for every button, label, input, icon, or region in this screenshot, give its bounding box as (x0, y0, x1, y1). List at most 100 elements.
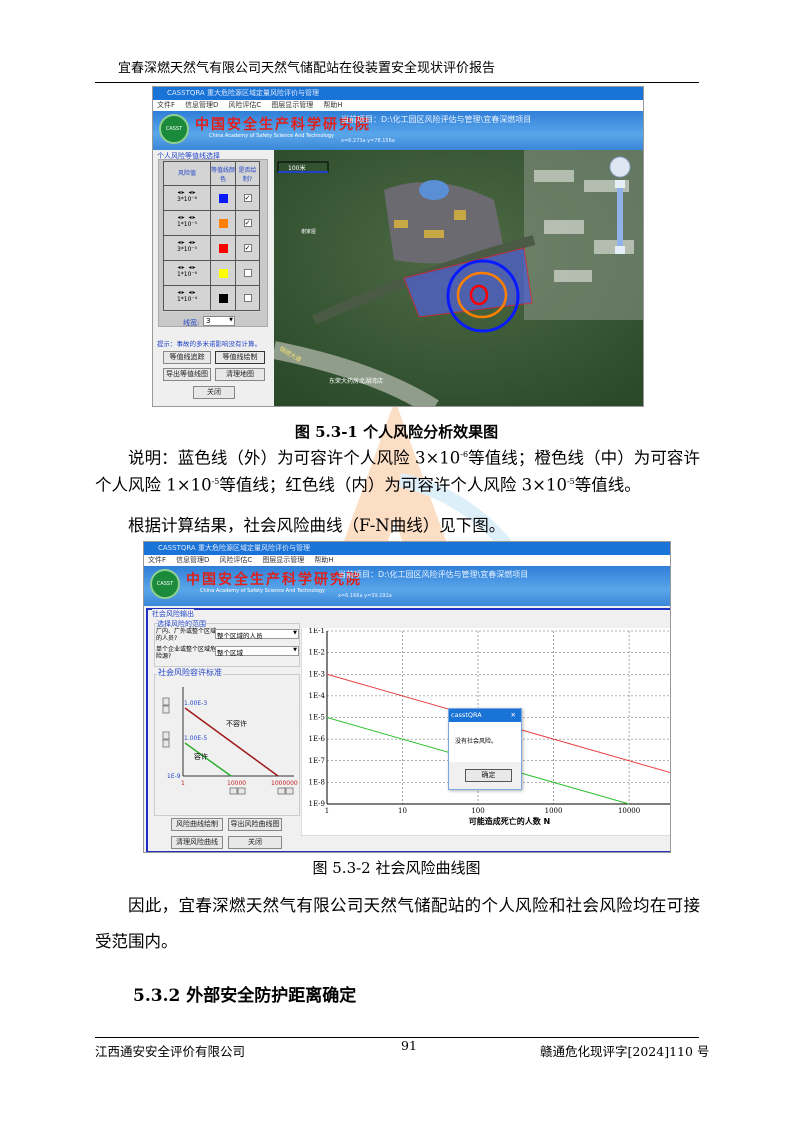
page-number: 91 (401, 1038, 417, 1053)
draw-checkbox[interactable]: ✓ (243, 219, 252, 227)
draw-cell (235, 285, 260, 311)
close-button[interactable]: 关闭 (193, 386, 235, 399)
color-swatch[interactable] (218, 294, 228, 303)
menu-risk[interactable]: 风险评估C (219, 556, 253, 564)
color-swatch[interactable] (218, 194, 228, 203)
map-label: 东荣大药房北湖湾店 (329, 377, 383, 385)
export-contour-button[interactable]: 导出等值线图 (163, 368, 211, 381)
casst-logo: CASST (150, 569, 180, 599)
zoom-in-icon[interactable] (615, 180, 625, 188)
risk-value-cell: ◂▸ ◂▸ 1*10⁻⁴ (163, 285, 211, 311)
y-tick-label: 1E-7 (308, 757, 325, 765)
tolerance-title: 社会风险容许标准 (157, 668, 223, 678)
menu-layers[interactable]: 图层显示管理 (262, 556, 305, 564)
figure1-caption: 图 5.3-1 个人风险分析效果图 (294, 423, 499, 441)
q1-label: 厂内、厂外或整个区域的人员? (156, 628, 217, 642)
risk-value: 3*10⁻⁶ (176, 196, 198, 203)
col-draw: 是否绘制? (235, 161, 260, 186)
y-tick-label: 1E-8 (308, 778, 325, 786)
q1-select[interactable]: 整个区域的人员 ▼ (215, 629, 299, 640)
section-heading: 5.3.2 外部安全防护距离确定 (133, 986, 357, 1006)
color-cell[interactable] (210, 260, 236, 286)
y-tick-label: 1E-3 (308, 670, 325, 678)
svg-text:1E-9: 1E-9 (167, 773, 181, 780)
linewidth-label: 线宽: (183, 319, 200, 327)
menu-file[interactable]: 文件F (148, 556, 167, 564)
color-cell[interactable] (210, 285, 236, 311)
menu-info[interactable]: 信息管理D (185, 101, 219, 109)
spin-up (162, 697, 170, 706)
spin-buttons[interactable]: ◂▸ ◂▸ (177, 239, 197, 246)
zoom-out-icon[interactable] (615, 246, 625, 254)
color-cell[interactable] (210, 185, 236, 211)
x-tick-label: 100 (471, 807, 484, 815)
color-swatch[interactable] (218, 244, 228, 253)
draw-cell (235, 260, 260, 286)
color-cell[interactable] (210, 210, 236, 236)
map-pan-control[interactable] (609, 156, 631, 178)
draw-checkbox[interactable]: ✓ (243, 244, 252, 252)
spin-buttons[interactable]: ◂▸ ◂▸ (177, 189, 197, 196)
map-zoom-slider[interactable] (617, 180, 623, 250)
x-tick-label: 1 (325, 807, 329, 815)
linewidth-select[interactable]: 3 ▼ (203, 316, 235, 326)
menu-help[interactable]: 帮助H (323, 101, 343, 109)
menu-bar: 文件F 信息管理D 风险评估C 图层显示管理 帮助H (144, 555, 670, 566)
chevron-down-icon: ▼ (293, 630, 297, 636)
q2-select[interactable]: 整个区域 ▼ (215, 646, 299, 657)
coordinates: x=6.166a y=39.192a (338, 593, 392, 599)
color-cell[interactable] (210, 235, 236, 261)
current-project: 当前项目：D:\化工园区风险评估与管理\宜春深燃项目 (341, 115, 532, 124)
fn-intro-paragraph: 根据计算结果，社会风险曲线（F-N曲线）见下图。 (128, 516, 506, 535)
clear-map-button[interactable]: 清理地图 (215, 368, 265, 381)
running-header: 宜春深燃天然气有限公司天然气储配站在役装置安全现状评价报告 (118, 61, 496, 76)
export-curve-button[interactable]: 导出风险曲线图 (228, 818, 282, 831)
org-name: 中国安全生产科学研究院 (195, 117, 371, 133)
menu-file[interactable]: 文件F (157, 101, 176, 109)
y-tick-label: 1E-9 (308, 800, 325, 808)
ok-button[interactable]: 确定 (465, 769, 512, 782)
spin-buttons[interactable]: ◂▸ ◂▸ (177, 264, 197, 271)
window-title: CASSTQRA 重大危险源区域定量风险评价与管理 (144, 542, 670, 555)
trace-contour-button[interactable]: 等值线追踪 (163, 351, 211, 364)
svg-text:1: 1 (181, 780, 185, 787)
draw-checkbox[interactable]: ✓ (243, 194, 252, 202)
spin-buttons[interactable]: ◂▸ ◂▸ (177, 289, 197, 296)
risk-value-cell: ◂▸ ◂▸ 3*10⁻⁵ (163, 235, 211, 261)
draw-cell: ✓ (235, 210, 260, 236)
chevron-down-icon: ▼ (229, 317, 233, 323)
close-button[interactable]: 关闭 (228, 836, 282, 849)
menu-help[interactable]: 帮助H (314, 556, 334, 564)
draw-checkbox[interactable] (243, 294, 252, 302)
draw-contour-button[interactable]: 等值线绘制 (215, 351, 265, 364)
menu-layers[interactable]: 图层显示管理 (271, 101, 314, 109)
window-title: CASSTQRA 重大危险源区域定量风险评价与管理 (153, 87, 643, 100)
draw-checkbox[interactable] (243, 269, 252, 277)
clear-curve-button[interactable]: 清理风险曲线 (171, 836, 223, 849)
spin-buttons[interactable]: ◂▸ ◂▸ (177, 214, 197, 221)
risk-table: 风险值 等值线颜色 是否绘制? ◂▸ ◂▸ 3*10⁻⁶ ✓ ◂▸ ◂▸ 1*1… (163, 161, 260, 312)
col-color: 等值线颜色 (210, 161, 236, 186)
y-axis-label: 累计频率 F (301, 700, 302, 735)
satellite-map[interactable]: 100米 谢家屋 东荣大药房北湖湾店 锦绣大道 (274, 150, 644, 407)
map-scale-label: 100米 (288, 164, 305, 172)
hint-text: 提示：事故的多米诺影响没有计算。 (157, 340, 261, 348)
menu-risk[interactable]: 风险评估C (228, 101, 262, 109)
y-tick-label: 1E-6 (308, 735, 325, 743)
color-swatch[interactable] (218, 269, 228, 278)
individual-risk-screenshot: CASSTQRA 重大危险源区域定量风险评价与管理 文件F 信息管理D 风险评估… (152, 86, 644, 407)
menu-bar: 文件F 信息管理D 风险评估C 图层显示管理 帮助H (153, 100, 643, 111)
casst-logo: CASST (159, 114, 189, 144)
svg-text:1.00E-5: 1.00E-5 (184, 735, 207, 742)
org-name-en: China Academy of Safety Science And Tech… (209, 133, 335, 139)
footer-company: 江西通安安全评价有限公司 (95, 1044, 246, 1059)
group-title: 社会风险输出 (152, 609, 194, 619)
menu-info[interactable]: 信息管理D (176, 556, 210, 564)
close-icon[interactable]: ✕ (510, 711, 516, 719)
x-tick-label: 10000 (618, 807, 640, 815)
color-swatch[interactable] (218, 219, 228, 228)
risk-value: 1*10⁻⁶ (176, 271, 198, 278)
panel-title: 个人风险等值线选择 (157, 152, 220, 160)
svg-text:1.00E-3: 1.00E-3 (184, 700, 207, 707)
draw-curve-button[interactable]: 风险曲线绘制 (171, 818, 223, 831)
